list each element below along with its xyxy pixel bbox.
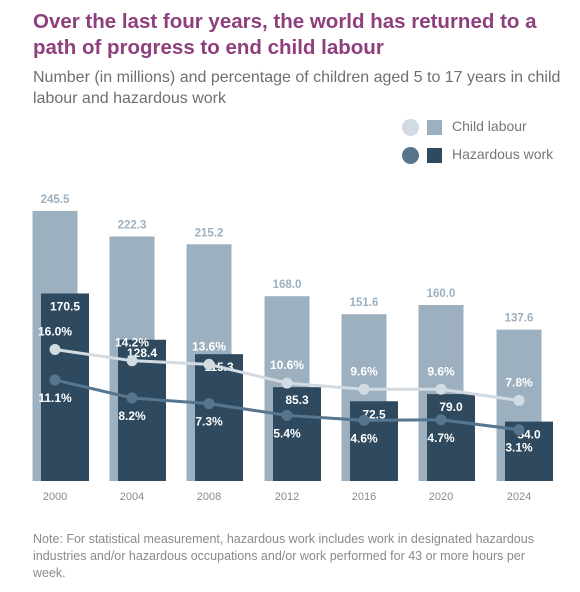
x-tick-2016: 2016 <box>352 491 376 503</box>
point-label-hazardous-work-pct-2004: 8.2% <box>118 409 146 423</box>
bar-label-child-labour-2012: 168.0 <box>273 279 302 291</box>
legend-dot-hazardous-work <box>402 147 419 164</box>
bar-label-hazardous-work-2012: 85.3 <box>285 393 309 407</box>
chart-subtitle: Number (in millions) and percentage of c… <box>33 69 561 107</box>
bar-label-child-labour-2020: 160.0 <box>427 288 456 300</box>
point-child-labour-pct-2008 <box>203 358 215 370</box>
point-child-labour-pct-2004 <box>126 355 138 367</box>
legend: Child labour Hazardous work <box>402 114 572 170</box>
point-label-hazardous-work-pct-2008: 7.3% <box>195 415 223 429</box>
point-label-child-labour-pct-2000: 16.0% <box>38 324 72 338</box>
point-hazardous-work-pct-2016 <box>358 414 370 426</box>
bar-label-child-labour-2004: 222.3 <box>118 219 147 231</box>
point-child-labour-pct-2024 <box>513 394 525 406</box>
legend-label-hazardous-work: Hazardous work <box>452 146 554 162</box>
point-label-child-labour-pct-2024: 7.8% <box>505 375 533 389</box>
legend-dot-child-labour <box>402 119 419 136</box>
legend-label-child-labour: Child labour <box>452 118 527 134</box>
bar-label-child-labour-2008: 215.2 <box>195 227 224 239</box>
chart-note: Note: For statistical measurement, hazar… <box>33 532 534 580</box>
bar-hazardous-work-2020 <box>427 394 475 481</box>
x-tick-2012: 2012 <box>275 491 299 503</box>
point-label-hazardous-work-pct-2016: 4.6% <box>350 431 378 445</box>
x-tick-2024: 2024 <box>507 491 531 503</box>
bar-label-child-labour-2016: 151.6 <box>350 297 379 309</box>
point-label-hazardous-work-pct-2020: 4.7% <box>427 431 455 445</box>
legend-item-hazardous-work: Hazardous work <box>402 142 572 170</box>
point-hazardous-work-pct-2020 <box>435 414 447 426</box>
point-child-labour-pct-2000 <box>49 343 61 355</box>
point-label-hazardous-work-pct-2000: 11.1% <box>38 391 72 405</box>
x-tick-2008: 2008 <box>197 491 221 503</box>
bar-hazardous-work-2024 <box>505 421 553 481</box>
point-label-hazardous-work-pct-2012: 5.4% <box>273 426 301 440</box>
x-tick-2020: 2020 <box>429 491 453 503</box>
point-label-child-labour-pct-2008: 13.6% <box>192 339 226 353</box>
bar-label-hazardous-work-2020: 79.0 <box>439 400 463 414</box>
bar-hazardous-work-2012 <box>273 387 321 481</box>
point-hazardous-work-pct-2012 <box>281 409 293 421</box>
x-tick-2004: 2004 <box>120 491 144 503</box>
legend-item-child-labour: Child labour <box>402 114 572 142</box>
point-label-child-labour-pct-2004: 14.2% <box>115 336 149 350</box>
point-hazardous-work-pct-2024 <box>513 424 525 436</box>
point-label-child-labour-pct-2012: 10.6% <box>270 358 304 372</box>
point-child-labour-pct-2020 <box>435 383 447 395</box>
x-tick-2000: 2000 <box>43 491 67 503</box>
point-label-child-labour-pct-2020: 9.6% <box>427 364 455 378</box>
point-child-labour-pct-2016 <box>358 383 370 395</box>
legend-square-child-labour <box>427 120 442 135</box>
bar-hazardous-work-2008 <box>195 354 243 481</box>
legend-square-hazardous-work <box>427 148 442 163</box>
point-label-child-labour-pct-2016: 9.6% <box>350 364 378 378</box>
chart-title: Over the last four years, the world has … <box>33 10 537 59</box>
bar-label-child-labour-2024: 137.6 <box>505 313 534 325</box>
point-child-labour-pct-2012 <box>281 377 293 389</box>
chart-plot: 245.5 222.3 215.2 168.0 151.6 160.0 137.6 170.5… <box>32 194 553 503</box>
point-hazardous-work-pct-2004 <box>126 392 138 404</box>
bar-hazardous-work-2016 <box>350 401 398 481</box>
bar-label-hazardous-work-2000: 170.5 <box>50 299 80 313</box>
point-label-hazardous-work-pct-2024: 3.1% <box>505 441 533 455</box>
point-hazardous-work-pct-2008 <box>203 398 215 410</box>
bar-label-child-labour-2000: 245.5 <box>41 194 70 206</box>
point-hazardous-work-pct-2000 <box>49 374 61 386</box>
